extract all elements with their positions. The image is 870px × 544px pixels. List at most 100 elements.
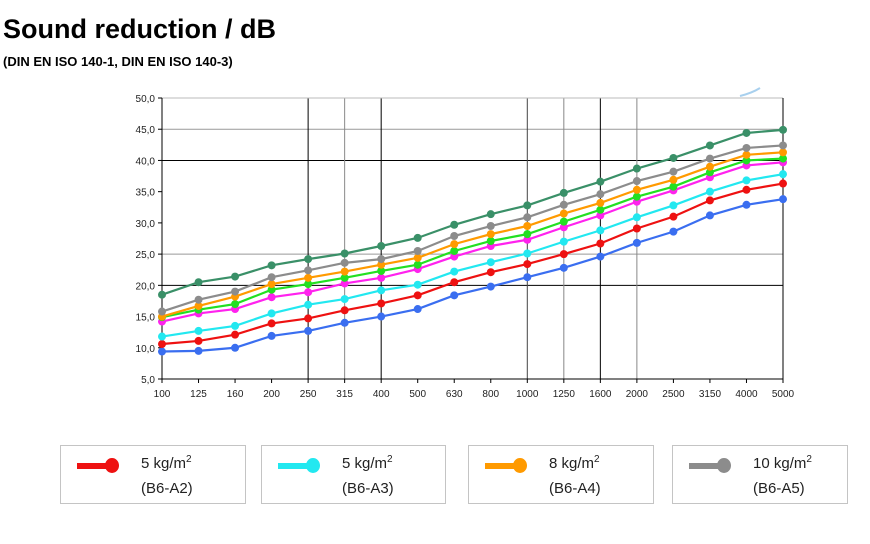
data-point	[705, 162, 714, 171]
legend-sup: 2	[806, 454, 812, 465]
data-point	[340, 267, 349, 276]
x-tick-label: 1600	[589, 389, 612, 400]
data-point	[340, 318, 349, 327]
data-point	[669, 182, 678, 191]
legend-marker-icon	[105, 458, 119, 473]
legend-item-1: 5 kg/m2 (B6-A3)	[261, 445, 446, 504]
data-point	[158, 340, 166, 349]
legend-marker-icon	[306, 458, 320, 473]
data-point	[450, 220, 459, 229]
data-point	[450, 246, 459, 255]
data-point	[705, 141, 714, 150]
data-point	[194, 278, 203, 287]
y-tick-label: 15,0	[136, 313, 156, 324]
y-tick-label: 30,0	[136, 219, 156, 230]
data-point	[231, 330, 240, 339]
data-point	[523, 213, 532, 222]
data-point	[559, 200, 568, 209]
x-tick-label: 1250	[553, 389, 576, 400]
data-point	[194, 301, 203, 310]
data-point	[267, 309, 276, 318]
data-point	[523, 230, 532, 239]
data-point	[194, 346, 203, 355]
series-line	[161, 161, 784, 323]
legend-sup: 2	[387, 454, 393, 465]
data-point	[231, 272, 240, 281]
data-point	[304, 273, 313, 282]
data-point	[523, 260, 532, 269]
data-point	[231, 343, 240, 352]
x-tick-label: 400	[373, 389, 390, 400]
data-point	[194, 336, 203, 345]
data-point	[559, 209, 568, 218]
data-point	[523, 273, 532, 282]
data-point	[632, 177, 641, 186]
data-point	[669, 175, 678, 184]
legend-marker-icon	[717, 458, 731, 473]
data-point	[669, 167, 678, 176]
data-point	[158, 290, 166, 299]
data-point	[559, 237, 568, 246]
data-point	[194, 326, 203, 335]
data-point	[413, 260, 422, 269]
data-point	[486, 210, 495, 219]
data-point	[705, 168, 714, 177]
data-point	[742, 185, 751, 194]
legend-marker-icon	[513, 458, 527, 473]
data-point	[523, 201, 532, 210]
series-line	[161, 128, 784, 296]
x-tick-label: 800	[482, 389, 499, 400]
data-point	[231, 287, 240, 296]
data-point	[632, 185, 641, 194]
decorative-arc	[739, 87, 761, 97]
data-point	[377, 273, 386, 282]
data-point	[742, 176, 751, 185]
data-point	[486, 222, 495, 231]
data-point	[779, 148, 787, 157]
data-point	[450, 278, 459, 287]
data-point	[450, 291, 459, 300]
data-point	[450, 267, 459, 276]
data-point	[486, 268, 495, 277]
data-point	[340, 295, 349, 304]
data-point	[779, 125, 787, 134]
data-point	[742, 143, 751, 152]
data-point	[413, 291, 422, 300]
x-tick-label: 250	[300, 389, 317, 400]
data-point	[450, 252, 459, 261]
data-point	[742, 156, 751, 165]
data-point	[413, 280, 422, 289]
series-line	[161, 144, 784, 313]
data-point	[632, 213, 641, 222]
legend-item-3: 10 kg/m2 (B6-A5)	[672, 445, 848, 504]
series-line	[161, 157, 784, 319]
data-point	[267, 280, 276, 289]
data-point	[340, 306, 349, 315]
data-point	[304, 280, 313, 289]
data-point	[596, 198, 605, 207]
x-tick-label: 100	[154, 389, 171, 400]
data-point	[779, 179, 787, 188]
legend-item-2: 8 kg/m2 (B6-A4)	[468, 445, 654, 504]
data-point	[231, 300, 240, 309]
x-tick-label: 630	[446, 389, 463, 400]
data-point	[340, 249, 349, 258]
legend-sup: 2	[594, 454, 600, 465]
data-point	[559, 263, 568, 272]
data-point	[632, 192, 641, 201]
data-point	[486, 230, 495, 239]
data-point	[705, 154, 714, 163]
data-point	[158, 332, 166, 341]
data-point	[779, 141, 787, 150]
data-point	[705, 211, 714, 220]
data-point	[596, 239, 605, 248]
data-point	[596, 190, 605, 199]
chart-subtitle: (DIN EN ISO 140-1, DIN EN ISO 140-3)	[3, 54, 233, 69]
data-point	[523, 249, 532, 258]
data-point	[231, 321, 240, 330]
data-point	[450, 232, 459, 241]
y-tick-label: 40,0	[136, 156, 156, 167]
series-line	[161, 182, 784, 346]
legend-mass: 5 kg/m	[342, 455, 388, 472]
data-point	[340, 258, 349, 267]
